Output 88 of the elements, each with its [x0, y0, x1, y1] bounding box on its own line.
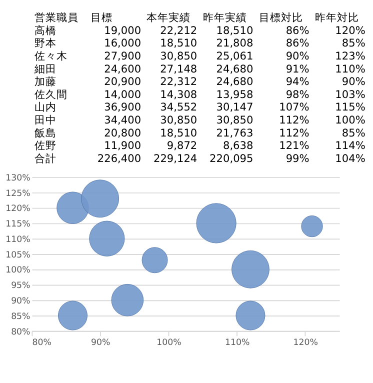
text: 13,958: [216, 88, 254, 101]
text: 36,900: [104, 102, 142, 114]
text: 20,900: [104, 76, 142, 88]
x-tick-label: 120%: [293, 338, 318, 348]
y-tick-label: 110%: [6, 234, 30, 245]
text: 90%: [342, 76, 366, 88]
text: 19,000: [104, 24, 142, 37]
text: 27,900: [104, 50, 142, 62]
text: 220,095: [210, 153, 254, 166]
text: 22,312: [160, 76, 198, 88]
category-label: 合計: [34, 153, 57, 166]
y-tick-label: 115%: [6, 220, 30, 230]
text: 120%: [335, 24, 366, 37]
x-tick-label: 80%: [32, 338, 52, 348]
y-tick-label: 105%: [6, 250, 30, 260]
text: 34,400: [104, 114, 142, 127]
text: 91%: [286, 63, 310, 76]
y-tick-label: 95%: [11, 281, 30, 292]
text: 30,850: [216, 114, 254, 127]
text: 99%: [286, 153, 310, 166]
text: 123%: [335, 50, 366, 62]
text: 115%: [335, 102, 366, 114]
y-tick-label: 85%: [11, 312, 30, 322]
category-label: 山内: [34, 102, 57, 114]
category-label: 加藤: [34, 76, 57, 88]
text: 30,147: [216, 102, 254, 114]
category-label: 高橋: [34, 24, 57, 37]
category-label: 佐久間: [34, 88, 68, 101]
x-tick-label: 100%: [156, 338, 182, 348]
text: 112%: [279, 114, 310, 127]
category-label: 佐々木: [34, 50, 68, 62]
y-tick-label: 100%: [6, 266, 30, 276]
category-label: 目標対比: [258, 11, 303, 24]
x-tick-label: 90%: [90, 338, 110, 348]
text: 226,400: [97, 153, 142, 166]
text: 8,638: [222, 140, 254, 152]
y-tick-label: 130%: [6, 173, 30, 184]
text: 114%: [335, 140, 366, 152]
text: 21,763: [216, 127, 254, 140]
text: 112%: [279, 127, 310, 140]
y-tick-label: 125%: [6, 188, 30, 199]
text: 94%: [286, 76, 310, 88]
text: 9,872: [166, 140, 198, 152]
text: 24,600: [104, 63, 142, 76]
y-tick-label: 90%: [11, 296, 30, 306]
text: 103%: [335, 88, 366, 101]
text: 21,808: [216, 38, 254, 50]
category-label: 田中: [34, 114, 57, 127]
text: 22,212: [160, 24, 198, 37]
text: 30,850: [160, 114, 198, 127]
text: 90%: [286, 50, 310, 62]
text: 110%: [335, 63, 366, 76]
text: 85%: [342, 127, 366, 140]
text: 34,552: [160, 102, 198, 114]
category-label: 昨年実績: [202, 11, 247, 24]
x-tick-label: 110%: [224, 338, 250, 348]
category-label: 目標: [90, 12, 113, 24]
text: 229,124: [153, 153, 198, 166]
text: 104%: [335, 153, 366, 166]
text: 100%: [335, 114, 366, 127]
text: 14,308: [160, 88, 198, 101]
category-label: 飯島: [34, 127, 57, 140]
category-label: 本年実績: [146, 11, 191, 24]
y-tick-label: 80%: [11, 327, 30, 338]
text: 24,680: [216, 76, 254, 88]
text: 86%: [286, 38, 310, 50]
text: 18,510: [160, 38, 198, 50]
text: 98%: [286, 88, 310, 101]
text: 14,000: [104, 88, 142, 101]
text: 85%: [342, 38, 366, 50]
text: 86%: [286, 24, 310, 37]
text: 107%: [279, 102, 310, 114]
category-label: 営業職員: [34, 11, 79, 24]
text: 27,148: [160, 63, 198, 76]
text: 16,000: [104, 38, 142, 50]
text: 18,510: [216, 24, 254, 37]
text: 121%: [279, 140, 310, 152]
category-label: 細田: [34, 63, 57, 76]
text: 25,061: [216, 50, 254, 62]
category-label: 昨年対比: [314, 11, 359, 24]
text: 20,800: [104, 127, 142, 140]
y-tick-label: 120%: [6, 204, 30, 214]
category-label: 野本: [34, 38, 57, 50]
text: 11,900: [104, 140, 142, 152]
category-label: 佐野: [34, 140, 57, 152]
text: 24,680: [216, 63, 254, 76]
text: 18,510: [160, 127, 198, 140]
text: 30,850: [160, 50, 198, 62]
